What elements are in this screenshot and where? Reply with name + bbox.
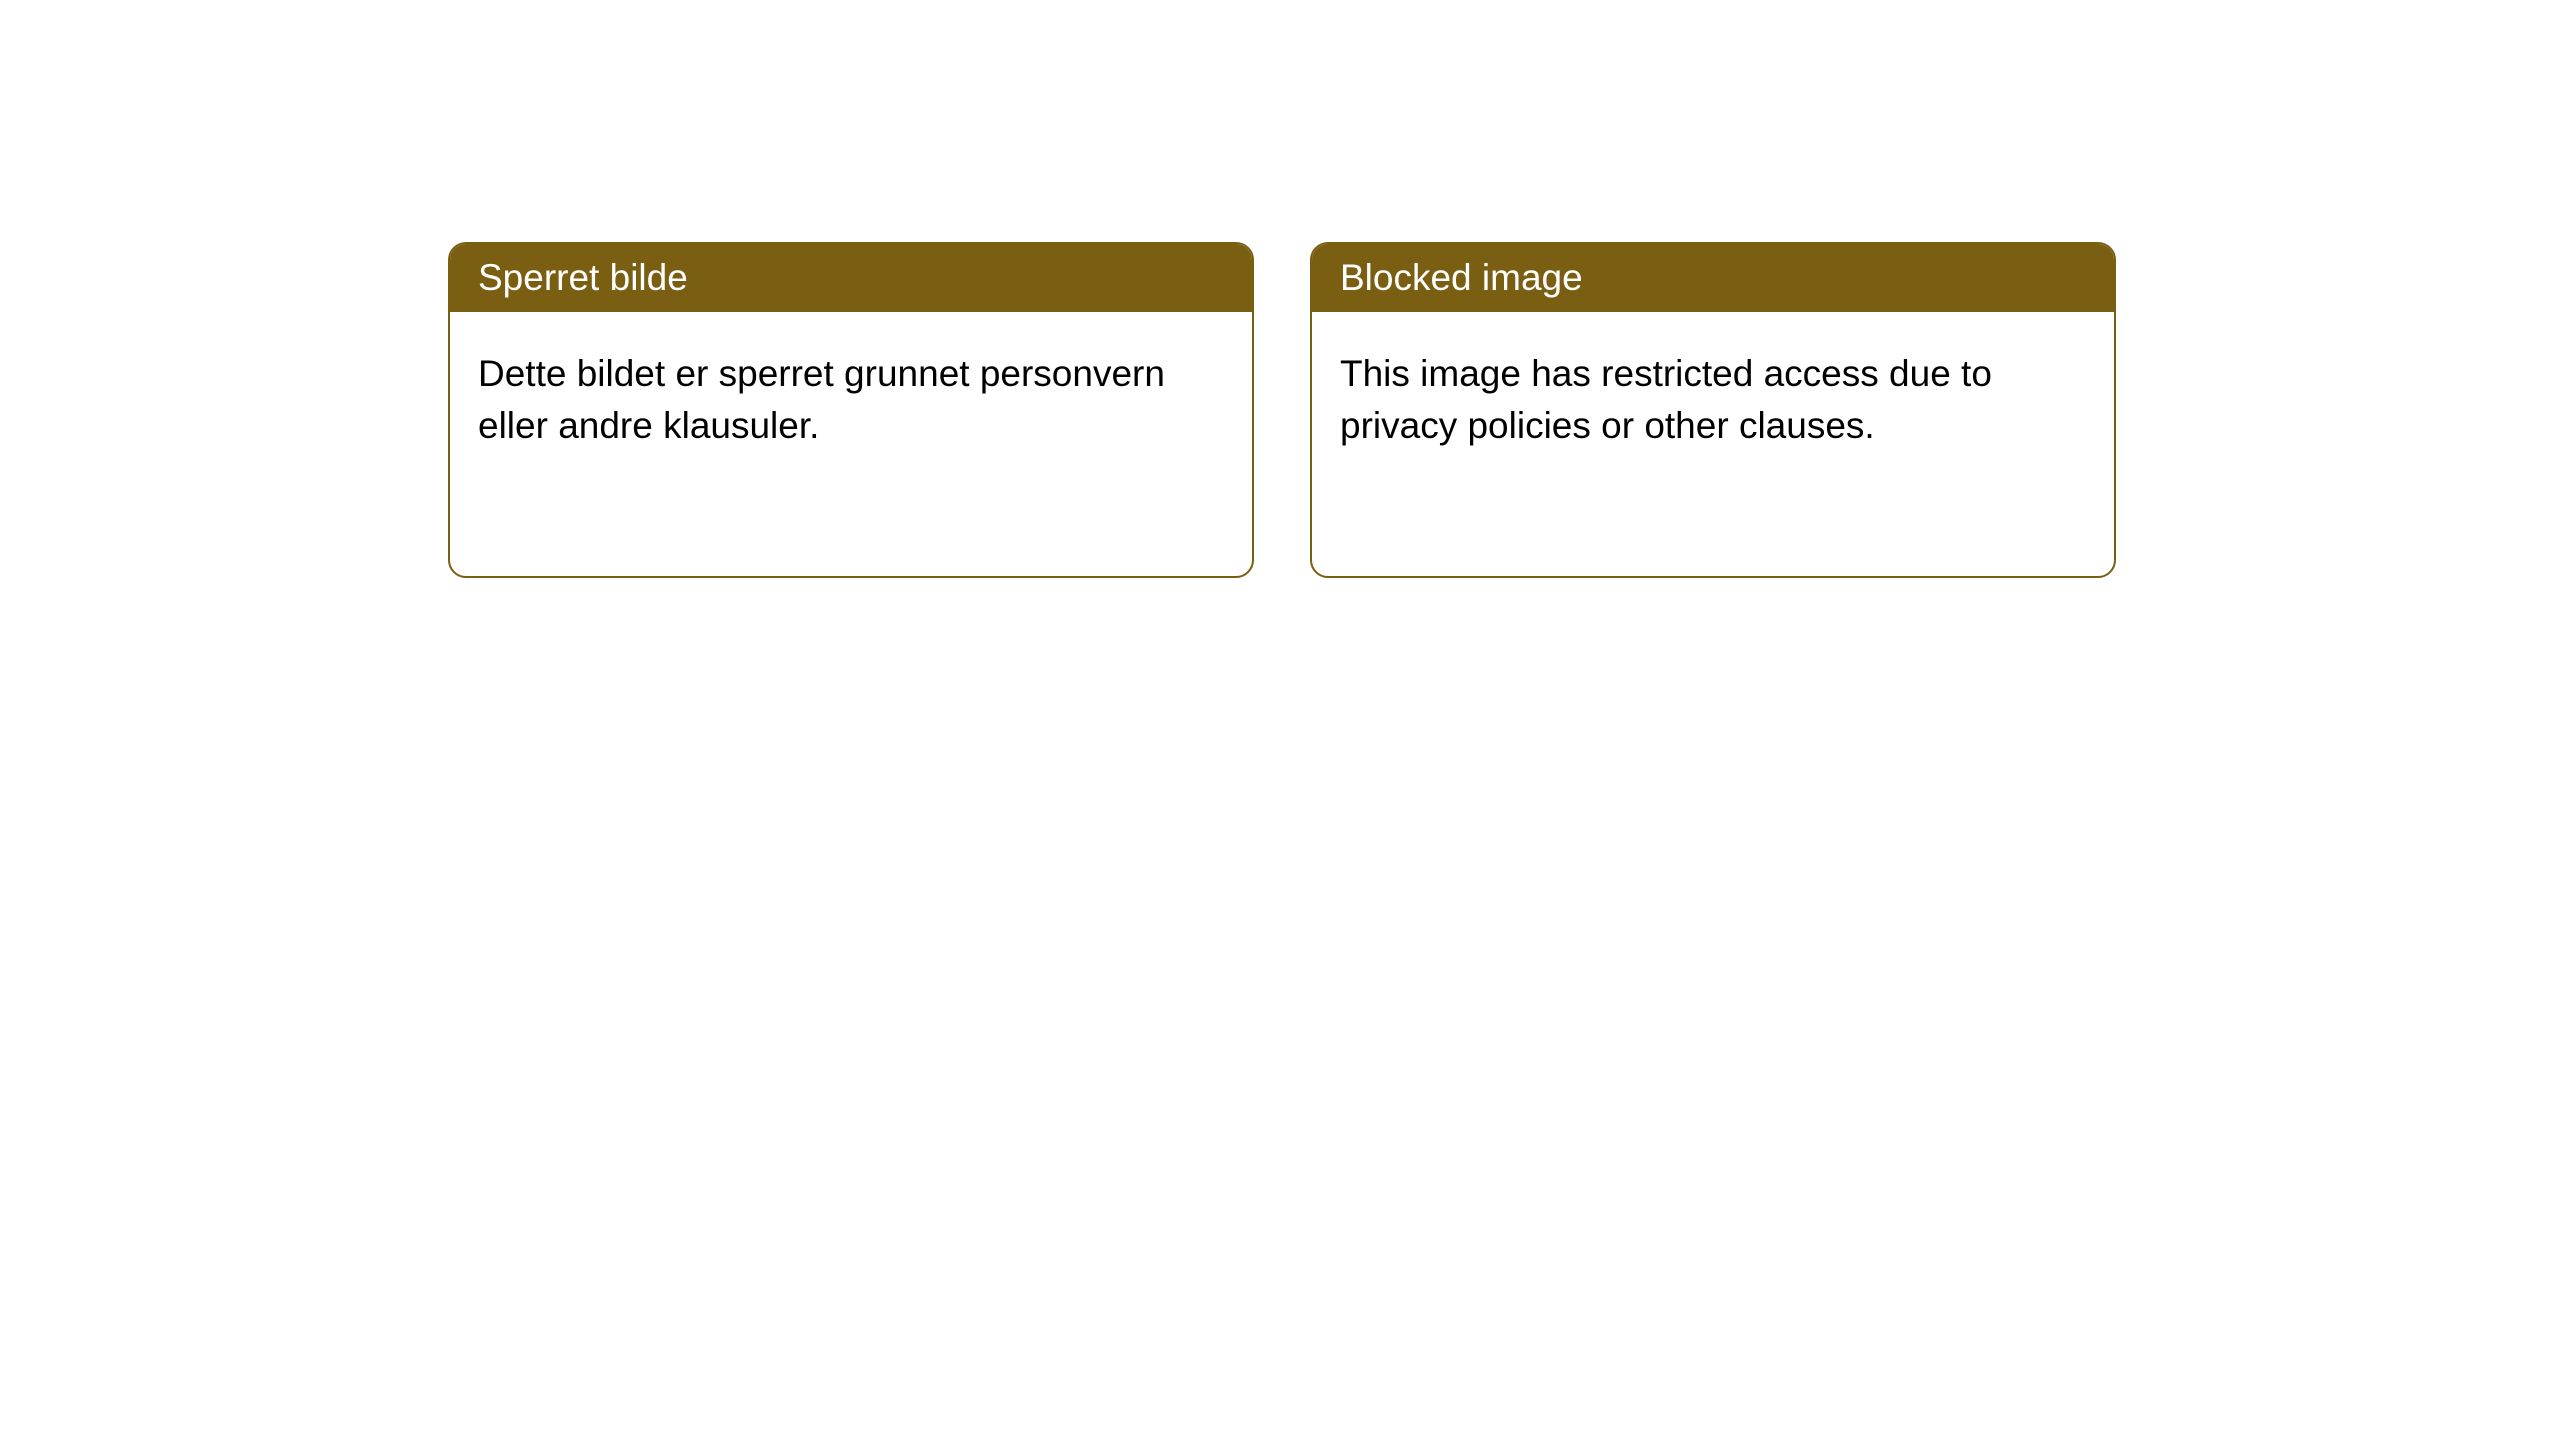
notice-body-text: This image has restricted access due to …	[1340, 353, 1992, 446]
notice-body-text: Dette bildet er sperret grunnet personve…	[478, 353, 1165, 446]
notice-title: Blocked image	[1340, 257, 1583, 298]
notice-body: Dette bildet er sperret grunnet personve…	[450, 312, 1252, 488]
notice-box-norwegian: Sperret bilde Dette bildet er sperret gr…	[448, 242, 1254, 578]
notice-title: Sperret bilde	[478, 257, 688, 298]
notice-body: This image has restricted access due to …	[1312, 312, 2114, 488]
notice-header: Blocked image	[1312, 244, 2114, 312]
notice-box-english: Blocked image This image has restricted …	[1310, 242, 2116, 578]
notice-container: Sperret bilde Dette bildet er sperret gr…	[0, 0, 2560, 578]
notice-header: Sperret bilde	[450, 244, 1252, 312]
